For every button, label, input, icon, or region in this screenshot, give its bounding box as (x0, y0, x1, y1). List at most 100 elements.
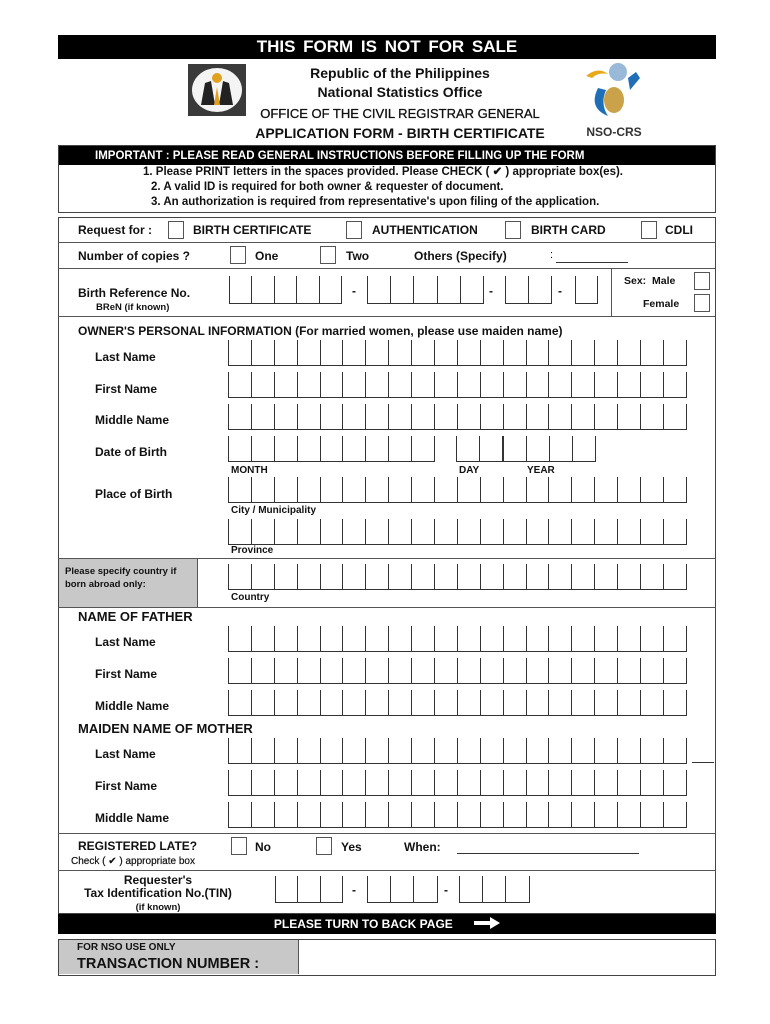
letter-cell[interactable] (343, 436, 367, 461)
tin-group-3[interactable] (459, 876, 530, 903)
letter-cell[interactable] (389, 436, 413, 461)
letter-cell[interactable] (549, 770, 573, 795)
letter-cell[interactable] (412, 372, 436, 397)
letter-cell[interactable] (275, 404, 298, 429)
letter-cell[interactable] (389, 738, 413, 763)
letter-cell[interactable] (664, 340, 687, 365)
letter-cell[interactable] (595, 372, 619, 397)
pob-city-input[interactable] (228, 477, 687, 503)
letter-cell[interactable] (664, 770, 687, 795)
dob-year-input[interactable] (503, 436, 596, 462)
letter-cell[interactable] (435, 477, 458, 502)
copies-one-checkbox[interactable] (230, 246, 246, 264)
letter-cell[interactable] (298, 690, 321, 715)
late-no-checkbox[interactable] (231, 837, 247, 855)
letter-cell[interactable] (343, 372, 367, 397)
letter-cell[interactable] (389, 626, 413, 651)
letter-cell[interactable] (412, 738, 436, 763)
letter-cell[interactable] (412, 770, 436, 795)
dob-month-input[interactable] (228, 436, 436, 462)
letter-cell[interactable] (343, 802, 367, 827)
letter-cell[interactable] (252, 738, 275, 763)
letter-cell[interactable] (389, 340, 413, 365)
letter-cell[interactable] (618, 519, 642, 544)
letter-cell[interactable] (321, 477, 344, 502)
bren-group-4[interactable] (575, 276, 598, 304)
letter-cell[interactable] (457, 436, 480, 461)
letter-cell[interactable] (435, 658, 458, 683)
letter-cell[interactable] (229, 690, 252, 715)
letter-cell[interactable] (527, 477, 550, 502)
bren-group-3[interactable] (505, 276, 552, 304)
letter-cell[interactable] (275, 340, 298, 365)
letter-cell[interactable] (504, 340, 527, 365)
letter-cell[interactable] (321, 876, 344, 902)
letter-cell[interactable] (595, 564, 619, 589)
letter-cell[interactable] (252, 436, 275, 461)
letter-cell[interactable] (549, 802, 573, 827)
letter-cell[interactable] (252, 690, 275, 715)
owner-middle-name-input[interactable] (228, 404, 687, 430)
mother-last-name-input[interactable] (228, 738, 687, 764)
birth-card-checkbox[interactable] (505, 221, 521, 239)
letter-cell[interactable] (229, 658, 252, 683)
letter-cell[interactable] (275, 738, 298, 763)
letter-cell[interactable] (252, 519, 275, 544)
letter-cell[interactable] (458, 404, 481, 429)
letter-cell[interactable] (458, 690, 481, 715)
letter-cell[interactable] (461, 276, 484, 303)
letter-cell[interactable] (576, 276, 598, 303)
letter-cell[interactable] (321, 626, 344, 651)
letter-cell[interactable] (366, 436, 390, 461)
letter-cell[interactable] (504, 658, 527, 683)
letter-cell[interactable] (321, 519, 344, 544)
letter-cell[interactable] (458, 519, 481, 544)
letter-cell[interactable] (366, 519, 390, 544)
letter-cell[interactable] (550, 436, 573, 461)
letter-cell[interactable] (366, 770, 390, 795)
letter-cell[interactable] (641, 626, 664, 651)
late-when-input[interactable] (457, 853, 639, 854)
letter-cell[interactable] (297, 276, 320, 303)
letter-cell[interactable] (229, 404, 252, 429)
letter-cell[interactable] (298, 340, 321, 365)
letter-cell[interactable] (504, 404, 527, 429)
letter-cell[interactable] (504, 564, 527, 589)
letter-cell[interactable] (572, 519, 596, 544)
letter-cell[interactable] (549, 626, 573, 651)
letter-cell[interactable] (389, 404, 413, 429)
letter-cell[interactable] (229, 372, 252, 397)
authentication-checkbox[interactable] (346, 221, 362, 239)
letter-cell[interactable] (458, 738, 481, 763)
letter-cell[interactable] (298, 626, 321, 651)
letter-cell[interactable] (572, 372, 596, 397)
owner-first-name-input[interactable] (228, 372, 687, 398)
letter-cell[interactable] (321, 436, 344, 461)
pob-province-input[interactable] (228, 519, 687, 545)
letter-cell[interactable] (595, 519, 619, 544)
letter-cell[interactable] (504, 519, 527, 544)
letter-cell[interactable] (572, 340, 596, 365)
letter-cell[interactable] (435, 626, 458, 651)
letter-cell[interactable] (389, 372, 413, 397)
letter-cell[interactable] (343, 770, 367, 795)
letter-cell[interactable] (618, 340, 642, 365)
letter-cell[interactable] (252, 802, 275, 827)
letter-cell[interactable] (664, 690, 687, 715)
letter-cell[interactable] (549, 690, 573, 715)
letter-cell[interactable] (458, 372, 481, 397)
letter-cell[interactable] (506, 276, 529, 303)
letter-cell[interactable] (414, 876, 438, 902)
letter-cell[interactable] (438, 276, 461, 303)
letter-cell[interactable] (366, 690, 390, 715)
letter-cell[interactable] (618, 802, 642, 827)
letter-cell[interactable] (618, 658, 642, 683)
letter-cell[interactable] (572, 564, 596, 589)
letter-cell[interactable] (458, 564, 481, 589)
letter-cell[interactable] (412, 626, 436, 651)
letter-cell[interactable] (298, 519, 321, 544)
letter-cell[interactable] (481, 519, 504, 544)
letter-cell[interactable] (252, 770, 275, 795)
letter-cell[interactable] (618, 770, 642, 795)
letter-cell[interactable] (366, 802, 390, 827)
